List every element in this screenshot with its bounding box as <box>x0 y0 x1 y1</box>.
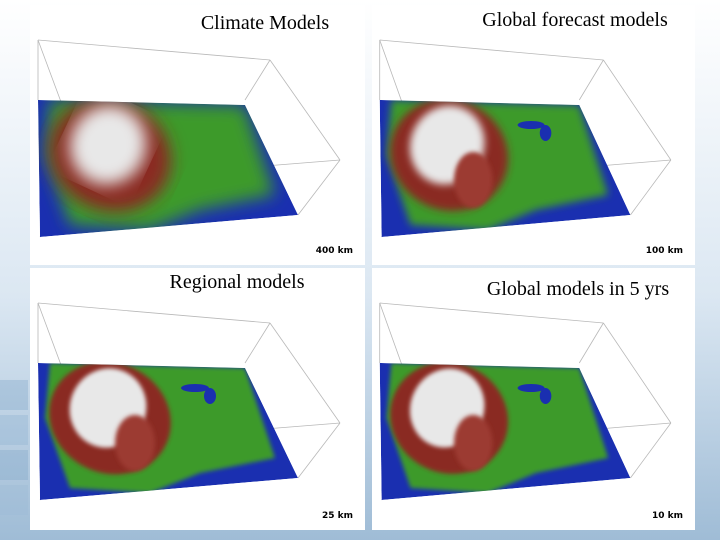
terrain <box>38 100 298 237</box>
terrain <box>38 363 298 500</box>
wireframe-edge <box>603 59 672 161</box>
wireframe-edge <box>578 59 604 101</box>
lakes <box>204 388 216 404</box>
panel: Climate Models 400 km <box>30 5 365 265</box>
wireframe-edge <box>379 302 604 324</box>
wireframe-edge <box>578 322 604 364</box>
wireframe-edge <box>37 302 271 324</box>
panel-title: Climate Models <box>201 12 330 34</box>
wireframe-edge <box>297 422 341 479</box>
wireframe-edge <box>37 39 271 61</box>
highlands <box>453 152 493 208</box>
wireframe-edge <box>630 159 672 216</box>
terrain <box>379 363 631 500</box>
wireframe-edge <box>269 322 341 424</box>
lakes <box>181 384 209 392</box>
wireframe-edge <box>269 59 341 161</box>
wireframe-edge <box>244 59 271 101</box>
panel: Global forecast models 100 km <box>372 5 695 265</box>
panel-title: Global forecast models <box>482 9 668 31</box>
background-tiles <box>0 380 28 515</box>
panel: Regional models 25 km <box>30 268 365 530</box>
panel: Global models in 5 yrs 10 km <box>372 268 695 530</box>
lakes <box>539 125 552 141</box>
lakes <box>517 121 545 129</box>
wireframe-edge <box>244 322 271 364</box>
wireframe-edge <box>630 422 672 479</box>
terrain <box>379 100 631 237</box>
scale-label: 10 km <box>652 511 683 521</box>
panel-title: Global models in 5 yrs <box>487 278 669 300</box>
highlands <box>453 415 493 471</box>
peaks <box>69 105 147 185</box>
lakes <box>539 388 552 404</box>
lakes <box>517 384 545 392</box>
wireframe-edge <box>379 39 604 61</box>
panel-title: Regional models <box>170 271 305 293</box>
scale-label: 25 km <box>322 511 353 521</box>
panels: Climate Models 400 km Global forecast mode… <box>30 5 695 530</box>
wireframe-edge <box>297 159 341 216</box>
scale-label: 400 km <box>316 246 353 256</box>
highlands <box>115 415 155 471</box>
wireframe-edge <box>603 322 672 424</box>
scale-label: 100 km <box>646 246 683 256</box>
